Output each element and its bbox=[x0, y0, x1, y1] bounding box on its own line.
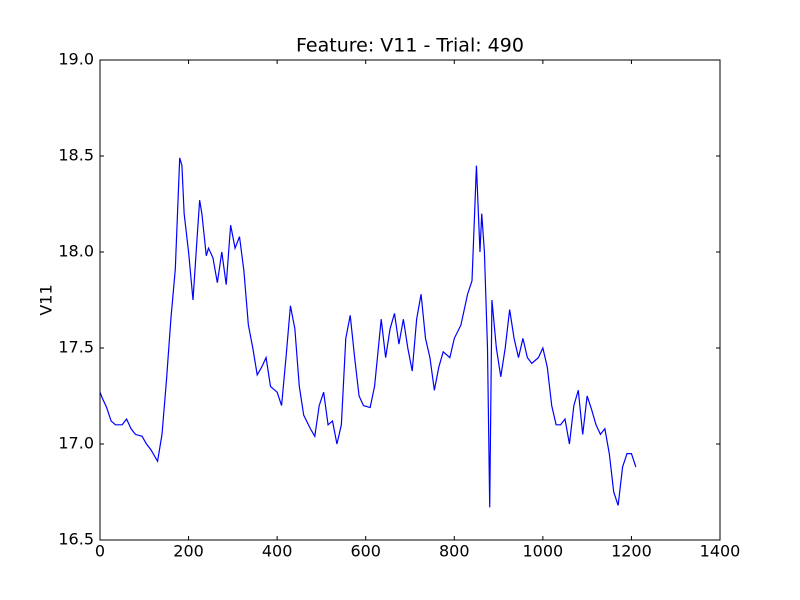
y-tick-label: 19.0 bbox=[58, 50, 94, 69]
x-tick-label: 1200 bbox=[611, 542, 652, 561]
chart-title: Feature: V11 - Trial: 490 bbox=[296, 35, 524, 57]
x-tick-label: 600 bbox=[350, 542, 381, 561]
y-axis-label: V11 bbox=[37, 284, 56, 315]
x-tick-label: 0 bbox=[95, 542, 105, 561]
x-tick-label: 200 bbox=[173, 542, 204, 561]
y-tick-label: 17.5 bbox=[58, 338, 94, 357]
y-tick-label: 17.0 bbox=[58, 434, 94, 453]
x-tick-label: 800 bbox=[439, 542, 470, 561]
data-line bbox=[99, 157, 637, 508]
plot-frame bbox=[99, 59, 721, 541]
x-tick-label: 400 bbox=[262, 542, 293, 561]
y-tick-label: 18.0 bbox=[58, 242, 94, 261]
x-tick-label: 1000 bbox=[522, 542, 563, 561]
y-tick-label: 16.5 bbox=[58, 530, 94, 549]
x-tick-label: 1400 bbox=[700, 542, 741, 561]
y-tick-label: 18.5 bbox=[58, 146, 94, 165]
